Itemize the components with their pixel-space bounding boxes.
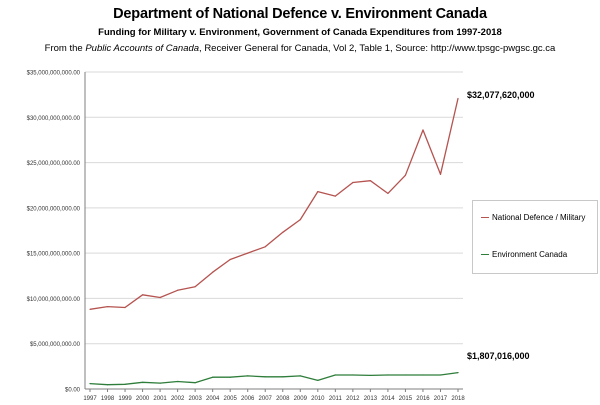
series-lines [89,97,459,386]
defence-end-value-label: $32,077,620,000 [467,90,535,101]
data-point [369,374,371,377]
data-point [334,195,336,197]
x-tick-label: 2005 [224,396,238,402]
data-point [89,308,91,310]
x-tick-label: 2000 [136,396,150,402]
data-point [141,381,144,383]
data-point [317,190,319,193]
data-point [352,181,354,184]
data-point [317,379,319,381]
legend-item-environment: Environment Canada [481,248,567,260]
x-tick-label: 1997 [83,396,97,402]
data-point [229,258,231,261]
x-tick-label: 2010 [311,396,325,402]
axes [84,72,463,392]
data-point [212,271,214,273]
chart-source: From the Public Accounts of Canada, Rece… [0,43,600,54]
legend-label-environment: Environment Canada [492,249,568,259]
y-tick-label: $30,000,000,000.00 [27,116,81,122]
legend-swatch-environment [481,253,489,255]
data-point [106,305,109,308]
source-suffix: , Receiver General for Canada, Vol 2, Ta… [199,43,556,54]
source-prefix: From the [44,43,86,54]
data-point [352,374,354,376]
data-point [282,376,284,378]
data-point [404,174,407,176]
x-tick-label: 2004 [206,396,220,402]
data-point [212,376,214,378]
grid-lines [85,71,463,390]
data-point [264,376,266,378]
x-tick-label: 2003 [188,396,202,402]
data-point [229,376,231,378]
y-tick-label: $5,000,000,000.00 [30,342,81,348]
environment-end-value-label: $1,807,016,000 [467,350,530,361]
data-point [387,192,389,194]
data-point [177,289,179,291]
x-tick-label: 1998 [101,396,115,402]
legend-swatch-defence [481,216,489,218]
y-tick-label: $10,000,000,000.00 [27,297,81,303]
data-point [159,382,161,384]
data-point [422,129,424,131]
x-tick-label: 2001 [153,396,167,402]
data-point [439,374,442,376]
data-point [457,372,459,374]
y-tick-label: $20,000,000,000.00 [27,206,81,212]
series-line-environment [89,371,459,386]
y-tick-labels: $0.00 $5,000,000,000.00 $10,000,000,000.00… [27,71,81,394]
data-point [159,296,161,299]
data-point [457,97,459,100]
legend: National Defence / Military Environment … [472,200,598,274]
x-tick-label: 2006 [241,396,255,402]
data-point [404,374,407,376]
data-point [439,173,442,175]
data-point [334,374,336,376]
legend-item-defence: National Defence / Military [481,211,585,223]
x-tick-label: 2014 [381,396,395,402]
data-point [299,219,301,221]
x-tick-label: 2002 [171,396,185,402]
y-tick-label: $15,000,000,000.00 [27,252,81,258]
data-point [422,374,424,376]
data-point [264,246,266,248]
x-tick-label: 2011 [329,396,343,402]
y-tick-label: $0.00 [65,388,81,394]
data-point [369,180,371,182]
legend-label-defence: National Defence / Military [492,212,586,222]
y-tick-label: $35,000,000,000.00 [27,71,81,77]
data-point [141,294,144,296]
data-point [106,384,109,386]
data-point [124,383,126,385]
y-tick-label: $25,000,000,000.00 [27,161,81,167]
data-point [387,374,389,376]
x-tick-label: 2008 [276,396,290,402]
x-tick-label: 2013 [364,396,378,402]
x-tick-label: 2018 [451,396,465,402]
data-point [299,375,301,377]
x-tick-label: 2016 [416,396,430,402]
data-point [247,375,249,377]
x-tick-label: 1999 [118,396,132,402]
x-tick-label: 2009 [294,396,308,402]
data-point [124,306,126,309]
x-tick-labels: 1997 1998 1999 2000 2001 2002 2003 2004 2005 2006… [83,396,465,402]
data-point [177,380,179,383]
chart-title: Department of National Defence v. Enviro… [113,6,487,22]
source-publication: Public Accounts of Canada [85,43,200,54]
x-tick-label: 2007 [259,396,273,402]
x-tick-label: 2017 [434,396,448,402]
data-point [282,231,284,233]
series-line-defence [89,98,459,310]
data-point [194,286,196,288]
x-tick-label: 2012 [346,396,360,402]
data-point [194,382,196,384]
x-tick-label: 2015 [399,396,413,402]
data-point [89,382,91,385]
data-point [247,252,249,254]
chart-subtitle: Funding for Military v. Environment, Gov… [98,27,502,38]
